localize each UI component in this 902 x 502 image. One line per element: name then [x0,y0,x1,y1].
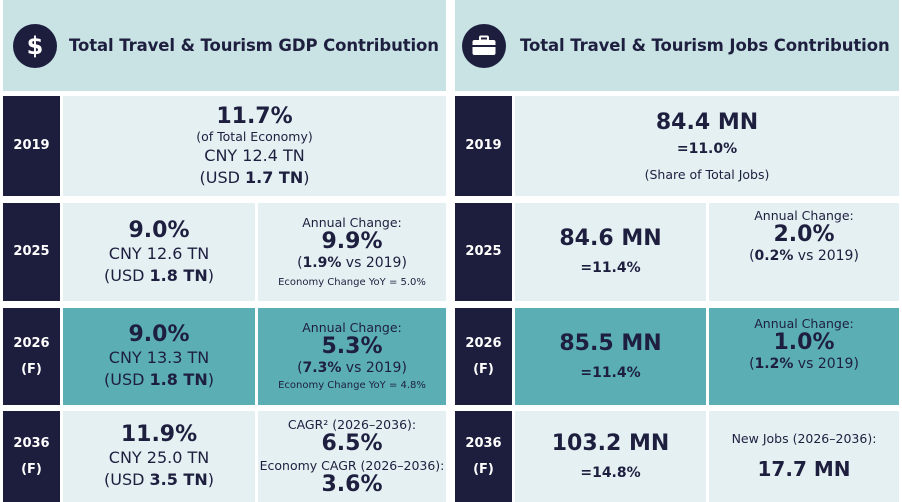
cagr-label: CAGR² (2026–2036): [287,417,417,432]
gdp-year-2019: 2019 [3,96,60,196]
gdp-2026-change: Annual Change: 5.3% (7.3% vs 2019) Econo… [258,308,446,405]
dollar-icon: $ [13,23,57,68]
economy-cagr-pct: 3.6% [321,472,383,497]
change-pct: 5.3% [321,334,383,359]
gdp-header: $ Total Travel & Tourism GDP Contributio… [3,0,446,91]
change-label: Annual Change: [754,208,854,223]
year-label: 2019 [465,138,502,153]
gdp-year-2025: 2025 [3,203,60,301]
year-label: 2036 [13,435,50,451]
gdp-2036-cny: CNY 25.0 TN [108,448,210,467]
gdp-year-2036: 2036 (F) [3,411,60,502]
jobs-2026-values: 85.5 MN =11.4% [515,308,706,405]
gdp-title: Total Travel & Tourism GDP Contribution [69,36,439,55]
cagr-pct: 6.5% [321,431,383,456]
gdp-2026-values: 9.0% CNY 13.3 TN (USD 1.8 TN) [63,308,255,405]
forecast-label: (F) [473,461,494,477]
jobs-2026-value: 85.5 MN [559,330,662,356]
economy-change: Economy Change YoY = 5.0% [278,276,426,288]
gdp-year-2026: 2026 (F) [3,308,60,405]
gdp-2036-values: 11.9% CNY 25.0 TN (USD 3.5 TN) [63,411,255,502]
economy-change: Economy Change YoY = 4.8% [278,380,426,391]
gdp-2025-usd: (USD 1.8 TN) [104,265,214,285]
jobs-2025-change: Annual Change: 2.0% (0.2% vs 2019) [709,203,899,301]
forecast-label: (F) [21,361,42,377]
jobs-2036-new-jobs: New Jobs (2026–2036): 17.7 MN [709,411,899,502]
jobs-year-2019: 2019 [455,96,512,196]
jobs-title: Total Travel & Tourism Jobs Contribution [520,36,890,55]
year-label: 2025 [465,244,502,259]
change-label: Annual Change: [302,214,402,230]
change-pct: 9.9% [321,228,383,254]
jobs-2025-value: 84.6 MN [559,226,662,251]
jobs-2025-values: 84.6 MN =11.4% [515,203,706,301]
change-label: Annual Change: [302,320,402,335]
new-jobs-label: New Jobs (2026–2036): [731,431,877,446]
jobs-year-2036: 2036 (F) [455,411,512,502]
new-jobs-value: 17.7 MN [757,457,851,481]
jobs-2036-values: 103.2 MN =14.8% [515,411,706,502]
gdp-2019-summary: 11.7% (of Total Economy) CNY 12.4 TN (US… [63,96,446,196]
jobs-header: Total Travel & Tourism Jobs Contribution [455,0,899,91]
gdp-2019-note: (of Total Economy) [196,128,313,144]
jobs-2036-value: 103.2 MN [551,430,670,456]
change-vs-2019: (7.3% vs 2019) [297,360,407,376]
forecast-label: (F) [473,361,494,377]
jobs-2026-pct: =11.4% [580,364,641,381]
gdp-2019-cny: CNY 12.4 TN [204,145,305,165]
economy-cagr-label: Economy CAGR (2026–2036): [259,458,445,473]
year-label: 2026 [465,335,502,351]
gdp-2025-values: 9.0% CNY 12.6 TN (USD 1.8 TN) [63,203,255,301]
change-vs-2019: (0.2% vs 2019) [749,248,859,264]
gdp-2026-usd: (USD 1.8 TN) [104,370,214,389]
briefcase-icon [462,23,506,68]
gdp-2019-usd: (USD 1.7 TN) [199,167,310,187]
jobs-year-2025: 2025 [455,203,512,301]
dollar-glyph: $ [26,31,44,60]
change-label: Annual Change: [754,316,854,331]
change-pct: 2.0% [773,222,835,247]
gdp-2036-usd: (USD 3.5 TN) [104,470,214,489]
gdp-2025-pct: 9.0% [128,217,190,243]
jobs-2026-change: Annual Change: 1.0% (1.2% vs 2019) [709,308,899,405]
gdp-2026-pct: 9.0% [128,322,190,347]
change-pct: 1.0% [773,330,835,355]
gdp-2026-cny: CNY 13.3 TN [108,348,210,367]
gdp-2025-change: Annual Change: 9.9% (1.9% vs 2019) Econo… [258,203,446,301]
year-label: 2025 [13,244,50,259]
briefcase-glyph [472,35,496,55]
year-label: 2019 [13,138,50,153]
jobs-2036-pct: =14.8% [580,464,641,481]
gdp-2025-cny: CNY 12.6 TN [108,243,210,263]
gdp-2036-pct: 11.9% [120,422,198,447]
jobs-2019-value: 84.4 MN [655,109,759,135]
jobs-2019-note: (Share of Total Jobs) [644,166,770,182]
change-vs-2019: (1.2% vs 2019) [749,356,859,372]
jobs-2019-pct: =11.0% [676,140,738,157]
change-vs-2019: (1.9% vs 2019) [297,254,407,271]
year-label: 2026 [13,335,50,351]
jobs-2025-pct: =11.4% [580,260,641,276]
forecast-label: (F) [21,461,42,477]
jobs-year-2026: 2026 (F) [455,308,512,405]
gdp-2019-pct: 11.7% [216,103,293,129]
jobs-2019-summary: 84.4 MN =11.0% (Share of Total Jobs) [515,96,899,196]
year-label: 2036 [465,435,502,451]
gdp-2036-cagr: CAGR² (2026–2036): 6.5% Economy CAGR (20… [258,411,446,502]
